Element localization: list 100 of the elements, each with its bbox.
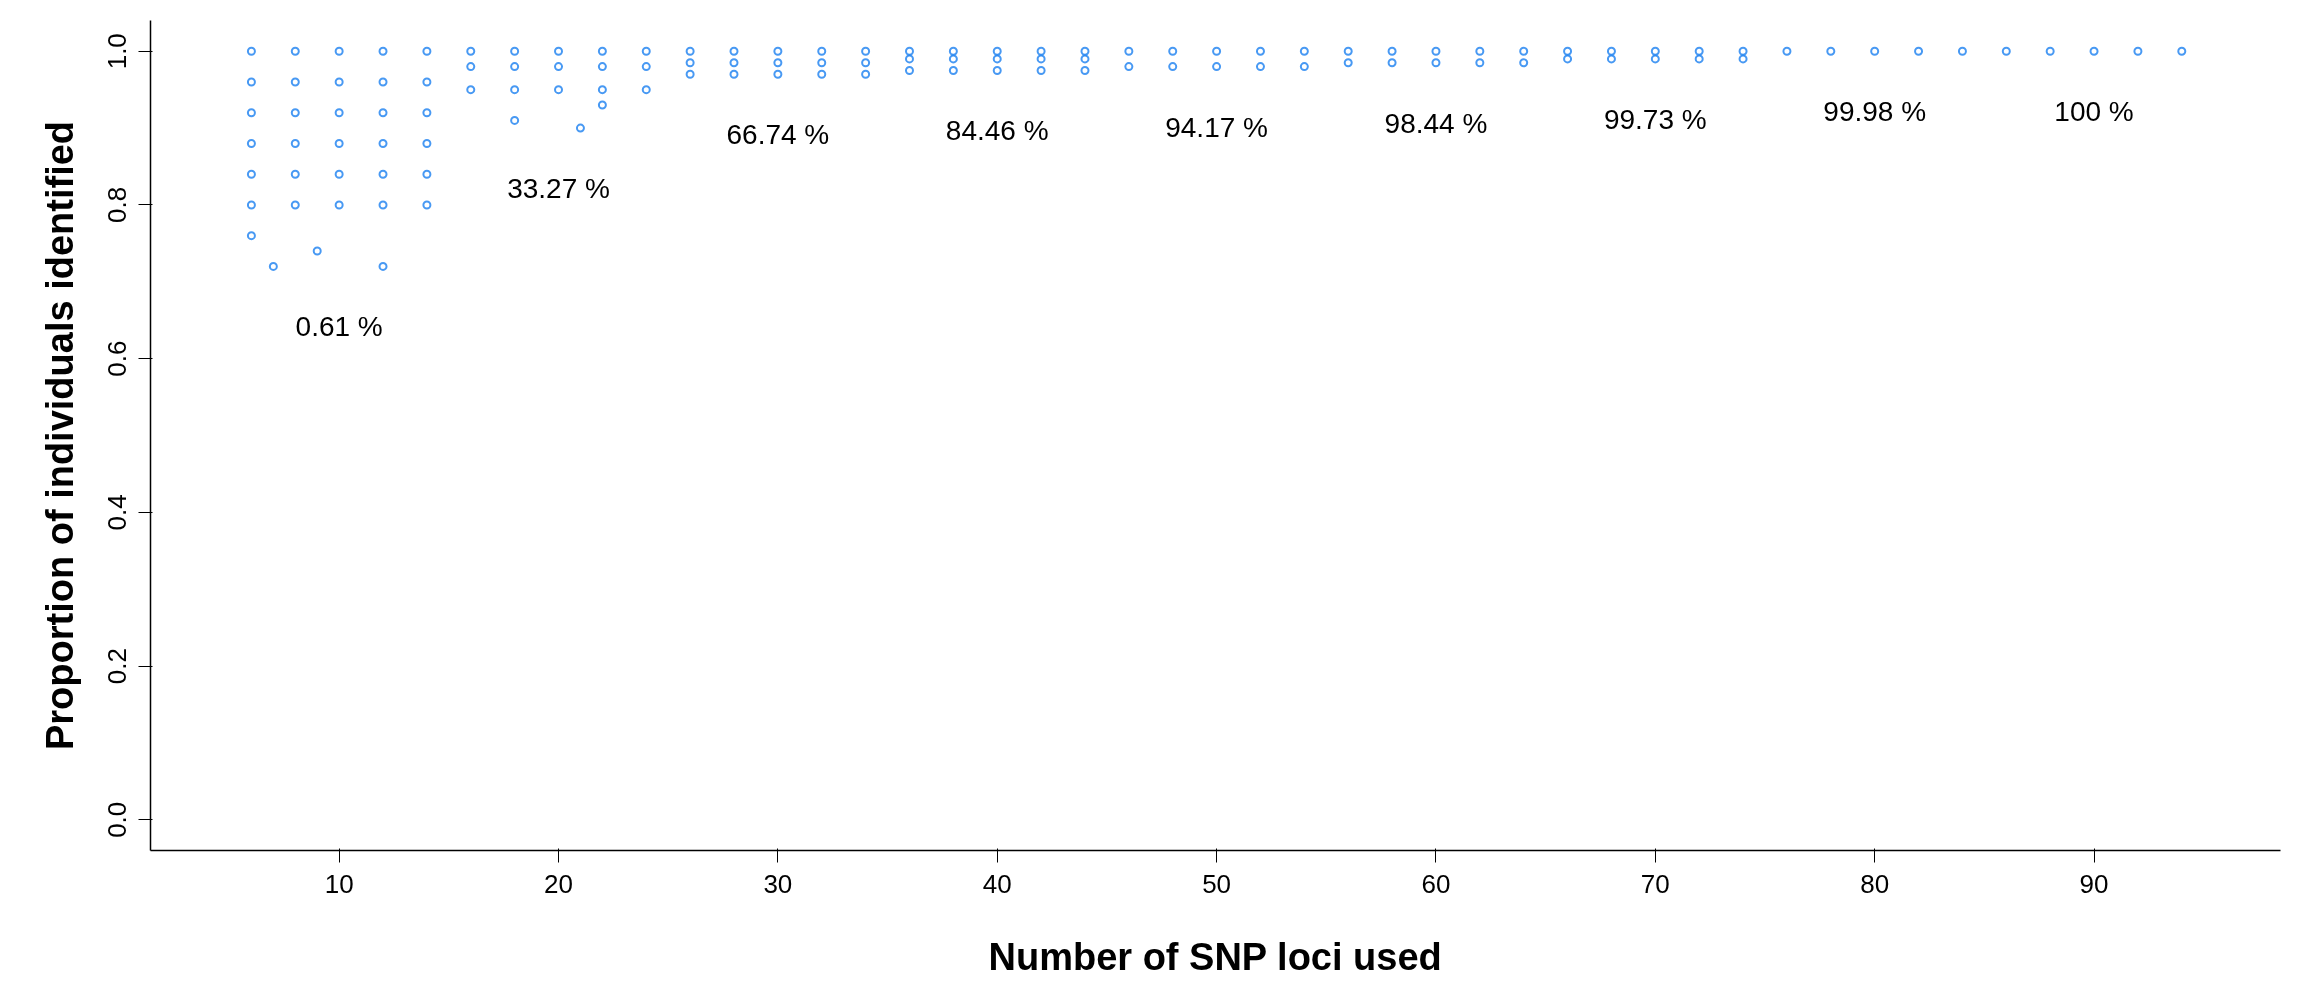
point: [1563, 54, 1573, 64]
point: [378, 138, 388, 148]
point: [1431, 58, 1441, 68]
point: [1168, 46, 1178, 56]
point: [246, 46, 256, 56]
point: [290, 108, 300, 118]
point: [904, 65, 914, 75]
point: [948, 46, 958, 56]
x-tick-label: 60: [1421, 868, 1451, 899]
point: [510, 62, 520, 72]
point: [1212, 62, 1222, 72]
point: [422, 77, 432, 87]
point: [1299, 62, 1309, 72]
point: [948, 54, 958, 64]
x-tick-label: 10: [324, 868, 354, 899]
point: [904, 54, 914, 64]
point: [268, 261, 278, 271]
annotation: 66.74 %: [726, 119, 830, 151]
point: [729, 69, 739, 79]
point: [422, 169, 432, 179]
point: [1957, 46, 1967, 56]
point: [1124, 62, 1134, 72]
point: [1738, 54, 1748, 64]
point: [685, 46, 695, 56]
point: [1124, 46, 1134, 56]
point: [992, 65, 1002, 75]
point: [1387, 58, 1397, 68]
point: [378, 108, 388, 118]
point: [378, 77, 388, 87]
point: [1826, 46, 1836, 56]
point: [554, 46, 564, 56]
point: [1563, 46, 1573, 56]
point: [773, 69, 783, 79]
point: [334, 200, 344, 210]
annotation: 100 %: [2054, 96, 2134, 128]
point: [246, 169, 256, 179]
point: [334, 46, 344, 56]
annotation: 84.46 %: [945, 115, 1049, 147]
point: [904, 46, 914, 56]
point: [1606, 54, 1616, 64]
point: [290, 138, 300, 148]
point: [861, 58, 871, 68]
point: [246, 231, 256, 241]
point: [1080, 54, 1090, 64]
point: [290, 200, 300, 210]
point: [554, 62, 564, 72]
point: [246, 138, 256, 148]
y-axis-title: Proportion of individuals identified: [38, 120, 81, 751]
point: [378, 46, 388, 56]
point: [466, 85, 476, 95]
point: [1387, 46, 1397, 56]
point: [312, 246, 322, 256]
point: [290, 169, 300, 179]
point: [685, 69, 695, 79]
point: [992, 54, 1002, 64]
point: [466, 62, 476, 72]
point: [1080, 65, 1090, 75]
y-tick-label: 0.6: [102, 340, 133, 377]
x-tick-label: 20: [544, 868, 573, 899]
point: [2133, 46, 2143, 56]
point: [948, 65, 958, 75]
point: [422, 200, 432, 210]
point: [773, 58, 783, 68]
point: [1080, 46, 1090, 56]
point: [817, 69, 827, 79]
point: [422, 108, 432, 118]
point: [1782, 46, 1792, 56]
point: [1519, 58, 1529, 68]
point: [729, 46, 739, 56]
point: [1255, 62, 1265, 72]
point: [378, 261, 388, 271]
point: [597, 100, 607, 110]
point: [378, 200, 388, 210]
point: [685, 58, 695, 68]
x-tick-label: 30: [763, 868, 793, 899]
point: [641, 46, 651, 56]
y-tick-label: 0.4: [102, 494, 133, 531]
point: [1475, 46, 1485, 56]
x-axis-title: Number of SNP loci used: [988, 935, 1442, 978]
point: [1870, 46, 1880, 56]
y-tick-label: 0.0: [102, 801, 133, 838]
point: [641, 85, 651, 95]
point: [1519, 46, 1529, 56]
point: [510, 85, 520, 95]
point: [2089, 46, 2099, 56]
point: [1914, 46, 1924, 56]
point: [1694, 54, 1704, 64]
x-tick-label: 40: [982, 868, 1012, 899]
y-tick-label: 1.0: [102, 33, 133, 70]
point: [597, 46, 607, 56]
point: [597, 62, 607, 72]
point: [2177, 46, 2187, 56]
point: [246, 200, 256, 210]
point: [817, 58, 827, 68]
point: [1694, 46, 1704, 56]
point: [290, 46, 300, 56]
point: [861, 69, 871, 79]
point: [1650, 54, 1660, 64]
point: [1738, 46, 1748, 56]
x-tick-label: 50: [1202, 868, 1232, 899]
